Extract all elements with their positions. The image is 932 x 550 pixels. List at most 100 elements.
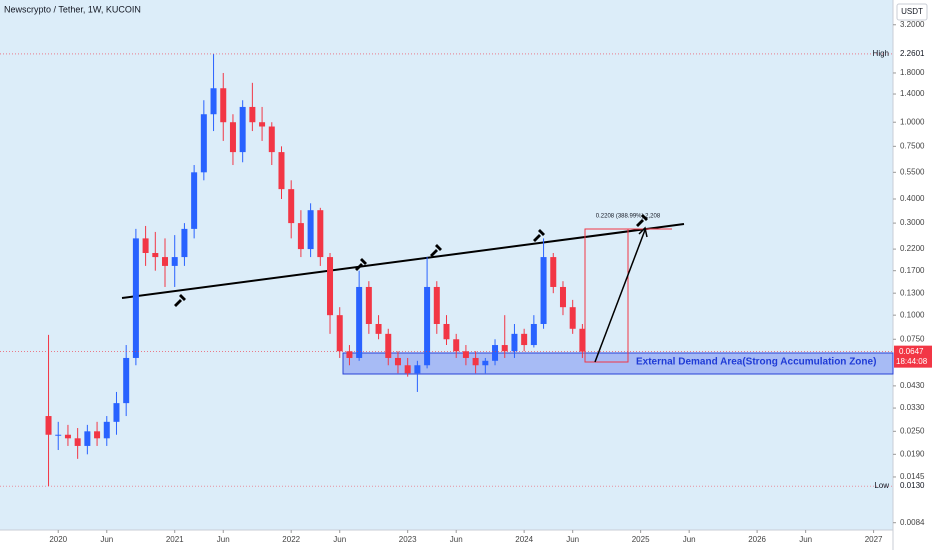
- candle-body: [162, 257, 169, 266]
- candle-body: [530, 323, 537, 346]
- hammer: [430, 244, 442, 257]
- y-tick-label: 0.5500: [900, 167, 925, 176]
- marker-value: 0.0130: [900, 481, 925, 490]
- candle-body: [443, 323, 450, 340]
- x-tick-label: 2020: [49, 535, 67, 544]
- x-tick-label: Jun: [683, 535, 696, 544]
- candle-body: [424, 286, 431, 366]
- trendline: [121, 223, 685, 299]
- x-tick-label: Jun: [450, 535, 463, 544]
- measure-label: 0.2208 (388.99%) 2,208: [596, 214, 661, 220]
- candle-body: [501, 345, 508, 352]
- hammer: [174, 294, 186, 307]
- y-tick-label: 1.0000: [900, 117, 925, 126]
- candle-body: [472, 357, 479, 366]
- x-tick-label: 2021: [166, 535, 184, 544]
- candle-body: [511, 333, 518, 352]
- y-tick-label: 0.2200: [900, 244, 925, 253]
- y-tick-label: 0.7500: [900, 141, 925, 150]
- marker-name: High: [873, 49, 889, 58]
- candle-body: [268, 126, 275, 153]
- x-tick-label: Jun: [100, 535, 113, 544]
- candle-body: [453, 339, 460, 352]
- candle-body: [123, 357, 130, 404]
- candle-body: [210, 88, 217, 115]
- hammer-icons: [174, 214, 648, 307]
- currency-button[interactable]: [896, 3, 928, 21]
- candle-body: [84, 431, 91, 446]
- candle-body: [142, 238, 149, 253]
- y-tick-label: 0.0430: [900, 381, 925, 390]
- marker-name: Low: [874, 481, 889, 490]
- x-tick-label: Jun: [333, 535, 346, 544]
- demand-zone-label: External Demand Area(Strong Accumulation…: [636, 357, 876, 368]
- candle-body: [229, 122, 236, 153]
- candle-body: [113, 403, 120, 422]
- price-axis: [893, 0, 932, 550]
- candle-body: [259, 122, 266, 127]
- candle-body: [394, 357, 401, 366]
- arrow-head: [638, 226, 648, 238]
- candle-body: [288, 189, 295, 224]
- y-tick-label: 0.0145: [900, 472, 925, 481]
- x-tick-label: 2022: [282, 535, 300, 544]
- marker-box: [894, 47, 932, 60]
- candle-body: [521, 333, 528, 346]
- candle-body: [385, 333, 392, 358]
- plot-background: [0, 0, 893, 530]
- candle-body: [550, 257, 557, 287]
- candle-body: [559, 286, 566, 308]
- candle-body: [74, 438, 81, 446]
- candle-body: [307, 210, 314, 250]
- candle-body: [540, 257, 547, 324]
- x-tick-label: 2023: [399, 535, 417, 544]
- candle-body: [220, 88, 227, 123]
- marker-value: 2.2601: [900, 49, 925, 58]
- x-tick-label: Jun: [217, 535, 230, 544]
- candle-body: [336, 315, 343, 352]
- arrow: [594, 229, 646, 363]
- candle-body: [132, 238, 139, 358]
- candle-body: [297, 223, 304, 250]
- candle-body: [55, 434, 62, 436]
- y-tick-label: 0.1700: [900, 266, 925, 275]
- drawings: External Demand Area(Strong Accumulation…: [121, 214, 894, 375]
- y-tick-label: 3.2000: [900, 20, 925, 29]
- countdown: 18:44:08: [896, 357, 928, 366]
- candle-body: [103, 421, 110, 439]
- candle-body: [152, 252, 159, 258]
- x-tick-label: Jun: [799, 535, 812, 544]
- hammer: [355, 258, 367, 271]
- candle-body: [327, 257, 334, 316]
- x-tick-label: 2027: [865, 535, 883, 544]
- candle-body: [414, 365, 421, 374]
- y-tick-label: 0.3000: [900, 218, 925, 227]
- y-tick-label: 0.0250: [900, 426, 925, 435]
- candle-body: [346, 351, 353, 358]
- candle-body: [462, 351, 469, 358]
- x-tick-label: 2026: [748, 535, 766, 544]
- axes: 3.2000 1.8000 1.4000 1.0000 0.7500 0.5500 0.40…: [49, 20, 925, 544]
- y-tick-label: 0.1000: [900, 310, 925, 319]
- candle-body: [317, 210, 324, 258]
- hammer: [533, 229, 545, 242]
- candle-body: [181, 228, 188, 258]
- x-tick-label: 2025: [632, 535, 650, 544]
- currency[interactable]: USDT: [901, 7, 923, 16]
- demand-zone: [342, 352, 894, 375]
- time-axis: [0, 530, 893, 550]
- candle-body: [249, 106, 256, 123]
- candle-body: [64, 434, 71, 439]
- candle-body: [375, 323, 382, 334]
- candle-body: [579, 328, 586, 352]
- y-tick-label: 0.0190: [900, 449, 925, 458]
- hammer: [636, 214, 648, 227]
- y-tick-label: 1.8000: [900, 68, 925, 77]
- y-tick-label: 0.0084: [900, 518, 925, 527]
- candle-body: [404, 365, 411, 374]
- candle-body: [569, 307, 576, 329]
- candle-body: [492, 345, 499, 361]
- x-tick-label: Jun: [566, 535, 579, 544]
